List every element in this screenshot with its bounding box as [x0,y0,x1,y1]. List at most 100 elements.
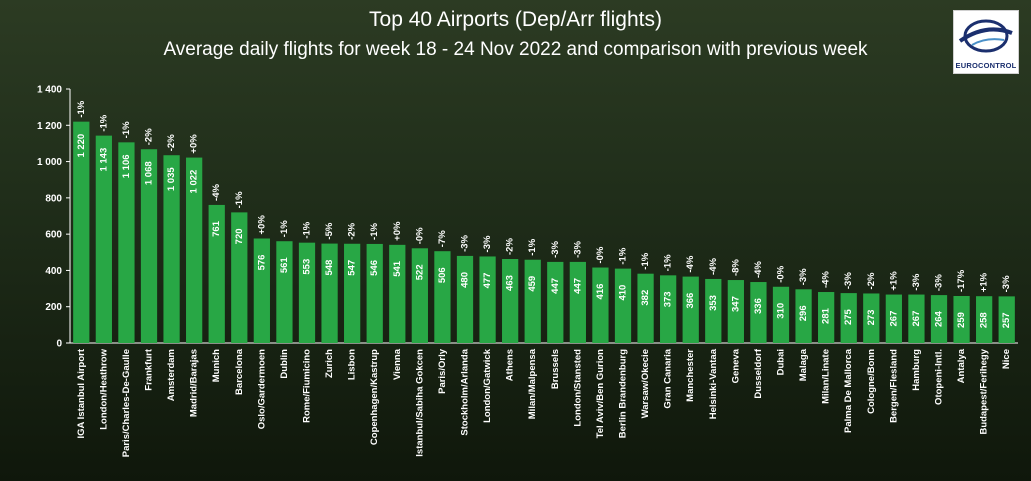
bar [163,155,180,343]
bar [276,241,293,343]
category-label: Nice [1001,349,1012,369]
category-label: Milan/Malpensa [527,348,538,419]
bar [637,273,654,343]
chart-title: Top 40 Airports (Dep/Arr flights) [369,8,662,31]
value-label: 259 [956,312,967,328]
change-label: -3% [482,235,493,252]
change-label: -2% [166,134,177,151]
category-label: Copenhagen/Kastrup [369,349,380,445]
change-label: +0% [392,221,403,241]
change-label: -4% [685,255,696,272]
change-label: -2% [144,128,155,145]
change-label: +0% [189,134,200,154]
change-label: -0% [595,246,606,263]
bar [434,251,451,343]
bar [321,243,338,343]
change-label: -1% [98,114,109,131]
value-label: 1 035 [166,167,177,191]
value-label: 547 [347,260,358,276]
change-label: -2% [866,272,877,289]
change-label: +1% [888,271,899,291]
category-label: Cologne/Bonn [866,349,877,414]
category-label: Budapest/Ferihegy [979,348,990,434]
value-label: 477 [482,273,493,289]
category-label: Otopeni-Intl. [934,349,945,405]
value-label: 447 [550,278,561,294]
bar [231,212,248,343]
value-label: 416 [595,284,606,300]
value-label: 761 [211,220,222,237]
category-label: Dubai [776,349,787,375]
category-label: Munich [211,349,222,382]
change-label: -0% [776,265,787,282]
value-label: 576 [256,255,267,271]
value-label: 258 [979,312,990,328]
category-label: Paris/Orly [437,348,448,394]
category-label: Paris/Charles-De-Gaulle [121,349,132,457]
change-label: +0% [256,215,267,235]
change-label: -1% [618,247,629,264]
bar [908,294,925,343]
value-label: 281 [821,307,832,324]
category-label: Zurich [324,349,335,378]
value-label: 463 [505,275,516,291]
bar [524,259,541,343]
change-label: -7% [437,230,448,247]
value-label: 522 [414,264,425,280]
category-label: Madrid/Barajas [189,349,200,417]
category-label: Palma De Mallorca [843,348,854,433]
change-label: -2% [505,238,516,255]
change-label: -5% [324,222,335,239]
logo-text: EUROCONTROL [955,61,1017,70]
change-label: -3% [1001,275,1012,292]
value-label: 1 220 [76,134,87,158]
y-tick-label: 1 200 [37,121,62,132]
category-label: London/Gatwick [482,348,493,423]
change-label: -1% [640,252,651,269]
change-label: -3% [911,273,922,290]
value-label: 506 [437,267,448,283]
value-label: 1 068 [144,161,155,185]
change-label: -1% [527,238,538,255]
bar [456,255,474,343]
change-label: -1% [234,191,245,208]
category-label: Lisbon [347,349,358,380]
category-label: Istanbul/Sabiha Gokcen [414,349,425,457]
change-label: -4% [708,258,719,275]
bar [73,121,90,344]
value-label: 366 [685,293,696,309]
category-label: Dublin [279,349,290,379]
category-label: Gran Canaria [663,348,674,408]
value-label: 447 [572,278,583,294]
bar [614,268,632,343]
category-label: IGA Istanbul Airport [76,348,87,438]
value-label: 382 [640,290,651,306]
bar [95,135,112,343]
category-label: London/Heathrow [98,348,109,429]
change-label: -1% [663,254,674,271]
value-label: 553 [302,259,313,275]
bar [118,142,135,343]
value-label: 459 [527,276,538,292]
category-label: London/Stansted [572,349,583,427]
bar [863,293,880,343]
bar [253,238,270,343]
y-tick-label: 400 [45,266,62,277]
bar [186,157,203,343]
change-label: -3% [572,240,583,257]
y-tick-label: 200 [45,302,62,313]
value-label: 720 [234,228,245,244]
value-label: 267 [911,311,922,327]
value-label: 561 [279,257,290,274]
y-tick-label: 0 [56,339,62,350]
value-label: 296 [798,305,809,321]
bar [682,276,699,343]
change-label: -1% [302,221,313,238]
y-tick-label: 1 000 [37,157,62,168]
change-label: -3% [798,268,809,285]
change-label: -2% [347,222,358,239]
category-label: Helsinki-Vantaa [708,348,719,419]
value-label: 264 [934,310,945,327]
bar [411,248,428,343]
category-label: Frankfurt [144,348,155,391]
